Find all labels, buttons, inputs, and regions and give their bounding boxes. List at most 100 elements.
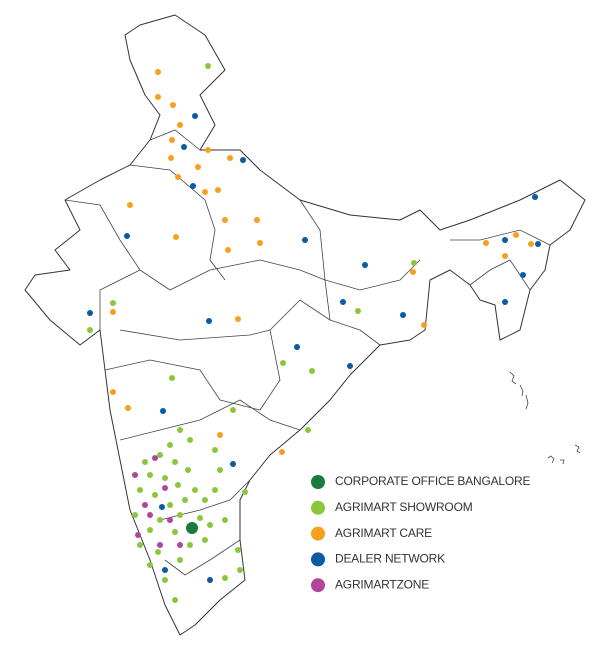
location-dot: [217, 467, 223, 473]
location-dot: [142, 502, 148, 508]
location-dot: [110, 300, 116, 306]
location-dot: [155, 69, 161, 75]
location-dot: [206, 318, 212, 324]
location-dot: [340, 299, 346, 305]
location-dot: [175, 482, 181, 488]
location-dot: [169, 375, 175, 381]
location-dot: [237, 567, 243, 573]
location-dot: [137, 542, 143, 548]
location-dot: [242, 489, 248, 495]
location-dot: [142, 459, 148, 465]
location-dot: [162, 485, 168, 491]
location-dot: [217, 432, 223, 438]
location-dot: [177, 542, 183, 548]
location-dot: [168, 155, 174, 161]
location-dot: [169, 137, 175, 143]
location-dot: [172, 459, 178, 465]
location-dot: [177, 512, 183, 518]
location-dot: [227, 155, 233, 161]
location-dot: [411, 260, 417, 266]
location-dot: [212, 487, 218, 493]
legend-swatch: [311, 475, 325, 489]
location-dot: [167, 442, 173, 448]
location-dot: [235, 316, 241, 322]
location-dot: [147, 472, 153, 478]
legend-label: DEALER NETWORK: [335, 552, 445, 566]
location-dot: [207, 522, 213, 528]
location-dot: [147, 562, 153, 568]
location-dot: [302, 237, 308, 243]
location-dot: [152, 492, 158, 498]
legend-label: AGRIMART CARE: [335, 526, 432, 540]
location-dot: [124, 233, 130, 239]
location-dot: [230, 407, 236, 413]
location-dot: [222, 517, 228, 523]
location-dot: [222, 217, 228, 223]
country-outline: [24, 14, 586, 636]
location-dot: [215, 187, 221, 193]
location-dot: [254, 217, 260, 223]
location-dot: [202, 537, 208, 543]
corporate-office-marker: [186, 522, 198, 534]
location-dot: [187, 437, 193, 443]
location-dot: [309, 368, 315, 374]
location-dot: [170, 102, 176, 108]
location-dot: [230, 461, 236, 467]
location-dot: [157, 542, 163, 548]
legend-label: AGRIMARTZONE: [335, 577, 429, 591]
location-dot: [205, 147, 211, 153]
location-dot: [182, 497, 188, 503]
location-dot: [167, 502, 173, 508]
location-dot: [410, 269, 416, 275]
location-dot: [532, 194, 538, 200]
location-dot: [87, 327, 93, 333]
legend-swatch: [311, 526, 325, 541]
location-dot: [135, 532, 141, 538]
location-dot: [110, 309, 116, 315]
location-dot: [147, 512, 153, 518]
location-dot: [362, 262, 368, 268]
location-dot: [205, 63, 211, 69]
location-dot: [202, 189, 208, 195]
location-dot: [132, 512, 138, 518]
islands: [509, 371, 581, 465]
location-dot: [162, 567, 168, 573]
location-dot: [157, 517, 163, 523]
location-dot: [173, 234, 179, 240]
location-dot: [157, 452, 163, 458]
location-dot: [513, 232, 519, 238]
location-dot: [294, 344, 300, 350]
location-dot: [421, 322, 427, 328]
location-dot: [197, 515, 203, 521]
location-dot: [162, 475, 168, 481]
location-dot: [483, 240, 489, 246]
location-dot: [147, 527, 153, 533]
location-dot: [195, 164, 201, 170]
legend-swatch: [311, 552, 325, 567]
location-dot: [155, 94, 161, 100]
location-dot: [185, 467, 191, 473]
location-dot: [175, 174, 181, 180]
location-dot: [279, 449, 285, 455]
location-dot: [280, 360, 286, 366]
location-dot: [207, 577, 213, 583]
location-dot: [162, 577, 168, 583]
location-dot: [177, 122, 183, 128]
legend-swatch: [311, 500, 325, 515]
location-dot: [400, 312, 406, 318]
location-markers: [87, 63, 541, 603]
location-dot: [132, 472, 138, 478]
location-dot: [347, 363, 353, 369]
legend-label: AGRIMART SHOWROOM: [335, 500, 473, 514]
location-dot: [190, 183, 196, 189]
location-dot: [355, 308, 361, 314]
location-dot: [528, 241, 534, 247]
location-dot: [152, 455, 158, 461]
location-dot: [155, 549, 161, 555]
location-dot: [222, 575, 228, 581]
location-dot: [167, 517, 173, 523]
location-dot: [212, 447, 218, 453]
location-dot: [172, 597, 178, 603]
location-dot: [257, 240, 263, 246]
